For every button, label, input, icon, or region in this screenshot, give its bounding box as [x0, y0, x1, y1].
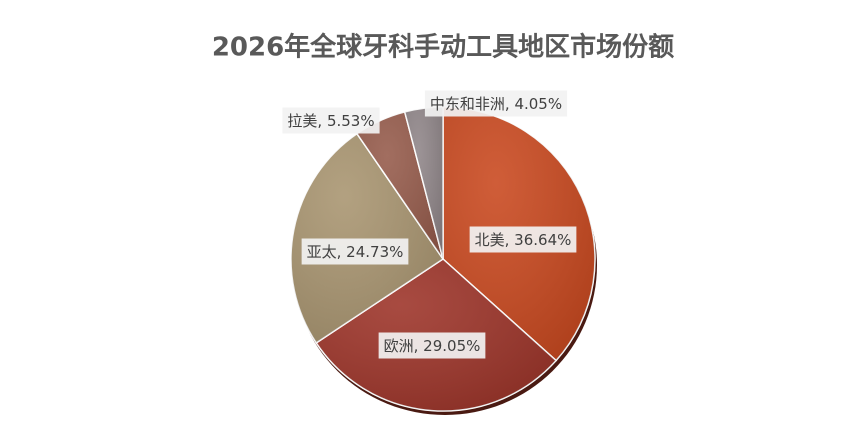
data-label: 亚太, 24.73% — [301, 238, 409, 265]
label-text: 中东和非洲, 4.05% — [430, 95, 562, 113]
label-category: 北美 — [475, 231, 505, 249]
label-value: , 5.53% — [317, 112, 374, 130]
label-text: 欧洲, 29.05% — [384, 337, 481, 355]
label-value: , 36.64% — [505, 231, 572, 249]
label-box — [424, 90, 568, 117]
label-category: 亚太 — [307, 243, 337, 261]
label-text: 拉美, 5.53% — [287, 112, 374, 130]
label-category: 拉美 — [287, 112, 317, 130]
chart-title: 2026年全球牙科手动工具地区市场份额 — [212, 32, 674, 63]
label-value: , 4.05% — [505, 95, 562, 113]
label-text: 北美, 36.64% — [475, 231, 572, 249]
data-label: 欧洲, 29.05% — [378, 332, 486, 359]
label-category: 欧洲 — [384, 337, 414, 355]
data-label: 拉美, 5.53% — [282, 107, 380, 134]
label-text: 亚太, 24.73% — [307, 243, 404, 261]
label-value: , 29.05% — [414, 337, 481, 355]
label-box — [282, 107, 380, 134]
label-box — [469, 226, 577, 253]
slice-shade — [404, 107, 443, 259]
label-box — [301, 238, 409, 265]
label-box — [378, 332, 486, 359]
label-category: 中东和非洲 — [430, 95, 505, 113]
data-label: 北美, 36.64% — [469, 226, 577, 253]
slice-shade — [291, 133, 443, 343]
label-value: , 24.73% — [337, 243, 404, 261]
data-label: 中东和非洲, 4.05% — [424, 90, 568, 117]
slice-shade — [356, 111, 443, 260]
